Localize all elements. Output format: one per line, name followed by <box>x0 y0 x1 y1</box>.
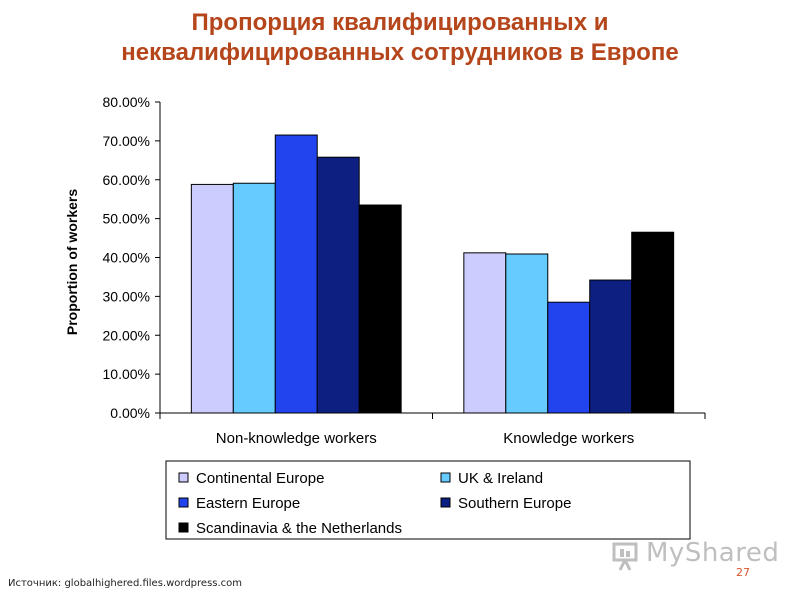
legend-label: Southern Europe <box>458 495 571 512</box>
legend-swatch <box>178 472 189 483</box>
bar <box>463 252 507 414</box>
y-tick-label: 60.00% <box>103 172 150 188</box>
legend-label: UK & Ireland <box>458 470 543 487</box>
y-tick-label: 50.00% <box>103 211 150 227</box>
title-line-2: неквалифицированных сотрудников в Европе <box>121 39 679 66</box>
legend-swatch <box>178 522 189 533</box>
bar <box>589 279 633 414</box>
y-tick-label: 70.00% <box>103 133 150 149</box>
y-tick-label: 40.00% <box>103 250 150 266</box>
legend-box <box>165 460 691 540</box>
source-note: Источник: globalhighered.files.wordpress… <box>8 578 243 589</box>
bar <box>547 301 591 414</box>
x-category-label: Non-knowledge workers <box>216 430 377 447</box>
watermark-logo: MyShared <box>608 538 779 574</box>
presentation-icon <box>612 542 638 571</box>
bar <box>190 183 234 414</box>
legend-label: Continental Europe <box>196 470 324 487</box>
legend-label: Eastern Europe <box>196 495 300 512</box>
y-tick-label: 30.00% <box>103 288 150 304</box>
bar <box>232 182 276 414</box>
legend-label: Scandinavia & the Netherlands <box>196 520 402 537</box>
page-number: 27 <box>736 566 750 579</box>
legend-swatch <box>178 497 189 508</box>
y-tick-label: 0.00% <box>110 405 150 421</box>
bar <box>316 156 360 414</box>
x-category-label: Knowledge workers <box>503 430 634 447</box>
y-tick-label: 80.00% <box>103 94 150 110</box>
bar <box>631 231 675 414</box>
y-axis-label: Proportion of workers <box>64 189 80 335</box>
y-tick-label: 10.00% <box>103 366 150 382</box>
watermark-text: MyShared <box>646 538 780 568</box>
legend-swatch <box>440 472 451 483</box>
legend-swatch <box>440 497 451 508</box>
bar <box>505 253 549 414</box>
title-line-1: Пропорция квалифицированных и <box>191 9 609 36</box>
page-title: Пропорция квалифицированных и неквалифиц… <box>40 8 760 68</box>
y-tick-label: 20.00% <box>103 327 150 343</box>
bar <box>358 204 402 414</box>
bar <box>274 134 318 414</box>
